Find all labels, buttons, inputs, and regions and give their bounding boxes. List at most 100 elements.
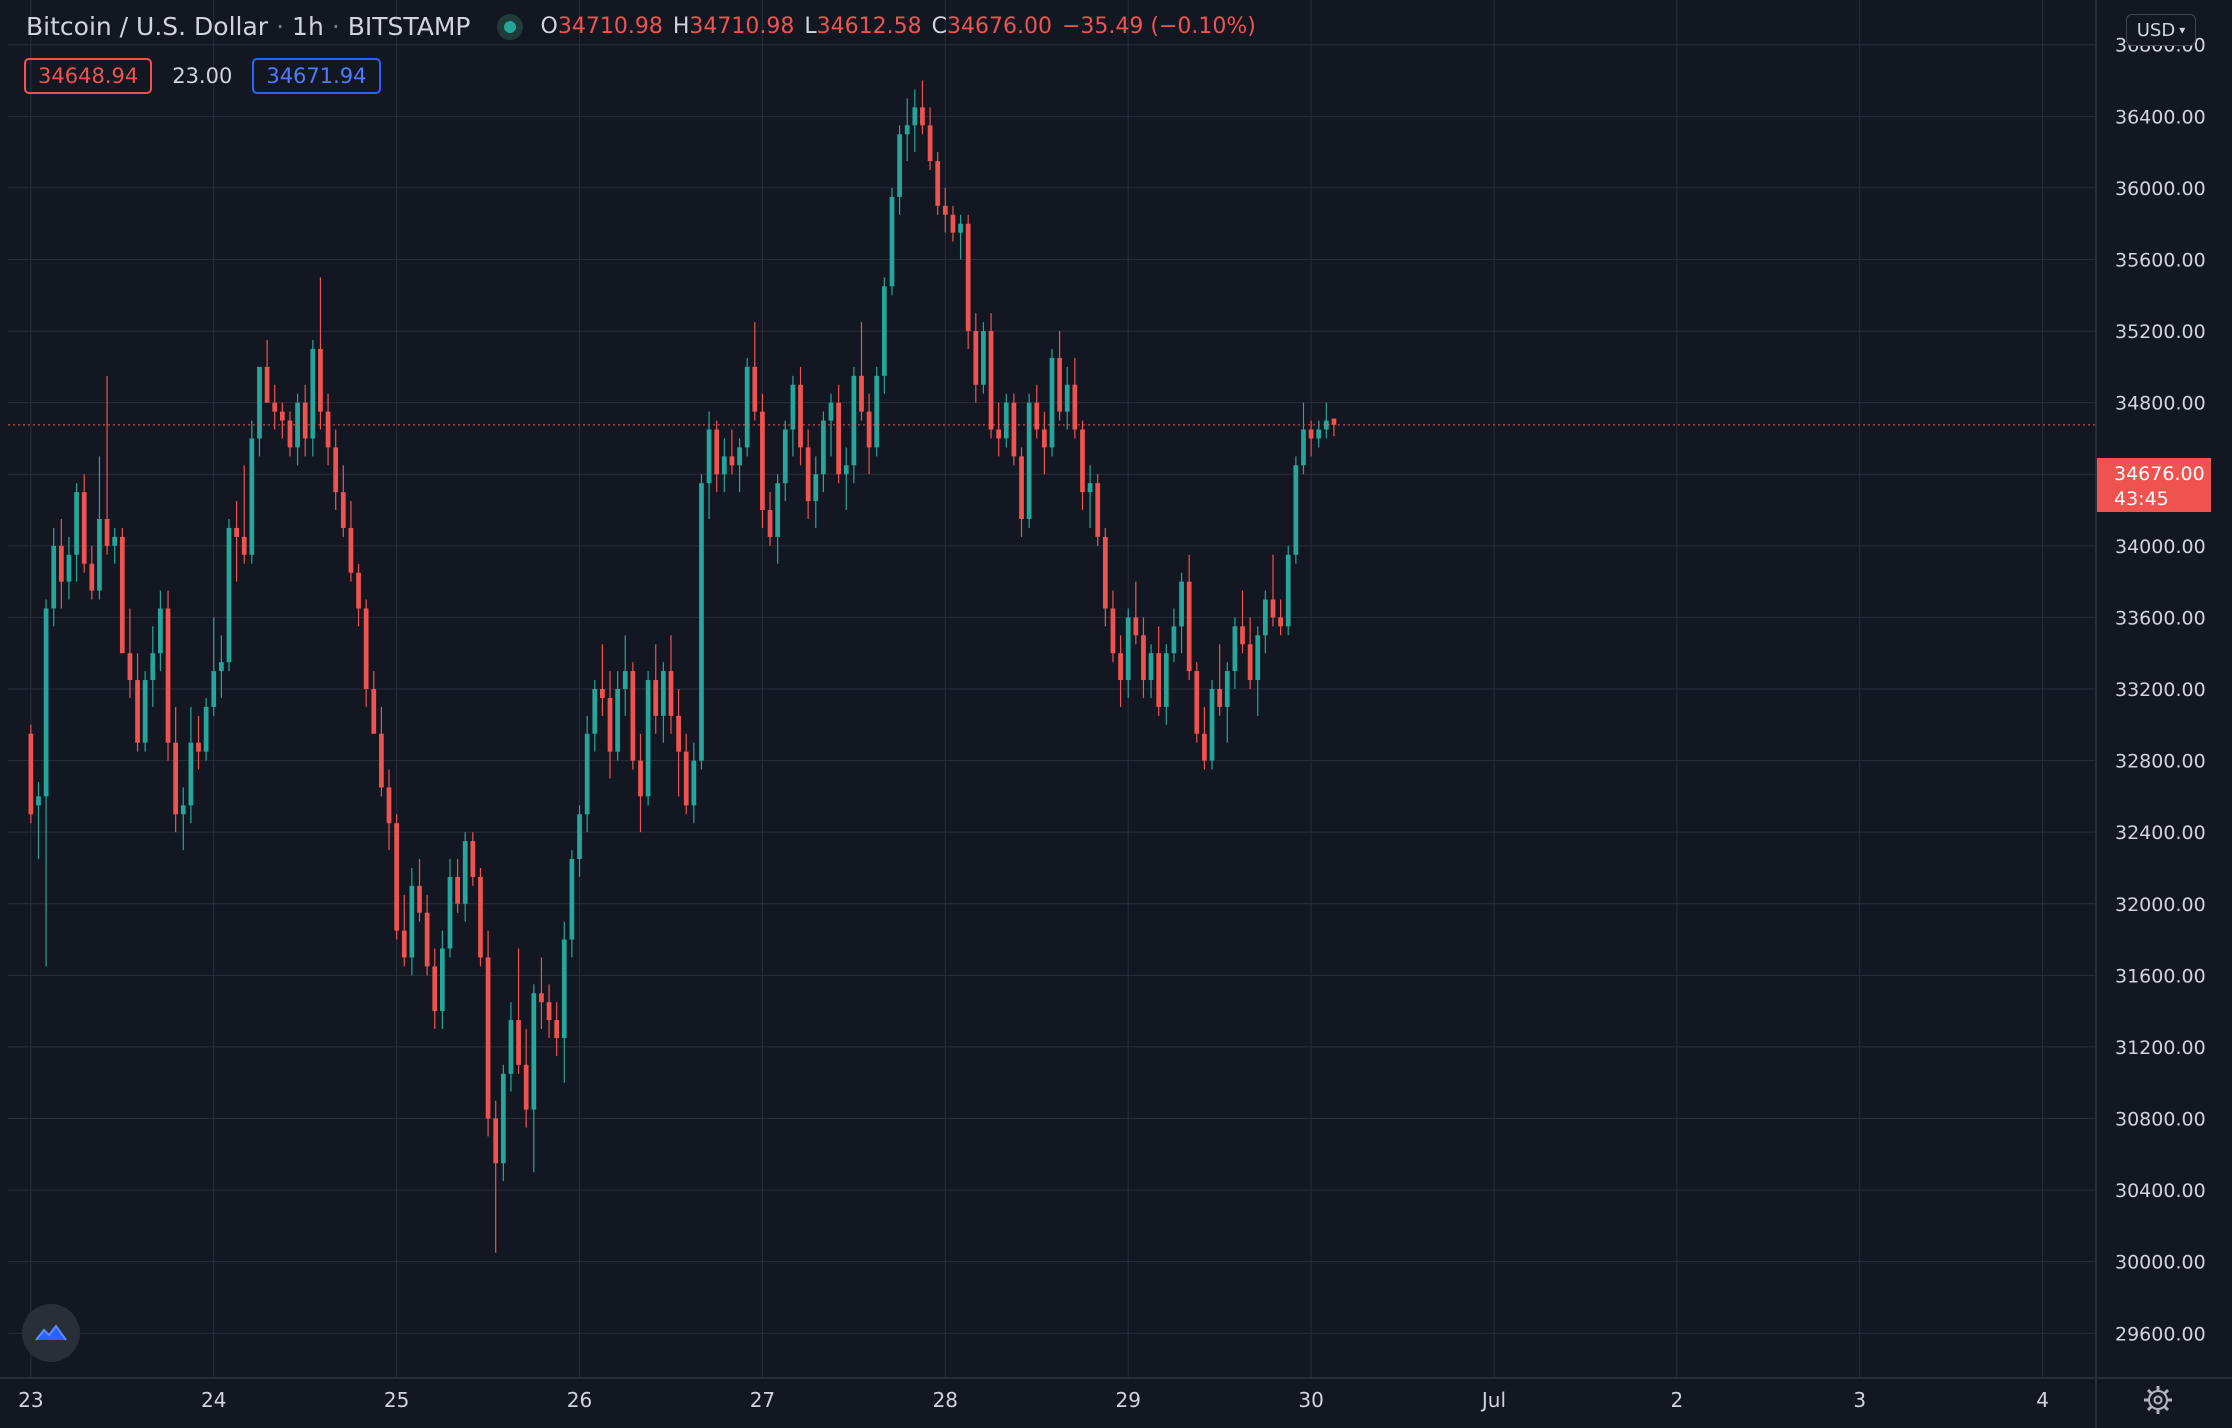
separator-dot: · bbox=[276, 12, 285, 41]
candle-body bbox=[485, 957, 491, 1119]
candle bbox=[1247, 617, 1253, 689]
candle bbox=[51, 527, 57, 627]
candle-body bbox=[356, 572, 361, 609]
candle-body bbox=[363, 608, 369, 689]
candle-body bbox=[843, 465, 849, 475]
candle bbox=[150, 626, 156, 707]
candle-body bbox=[1179, 581, 1184, 627]
candle-body bbox=[645, 680, 651, 797]
candle bbox=[813, 456, 819, 528]
candle-body bbox=[805, 447, 811, 502]
candle bbox=[1202, 706, 1207, 770]
candle bbox=[683, 733, 689, 815]
candle bbox=[478, 867, 483, 967]
time-tick-label: 23 bbox=[18, 1388, 43, 1412]
price-tick-label: 35200.00 bbox=[2115, 321, 2206, 343]
candle-body bbox=[676, 715, 681, 752]
candle bbox=[531, 984, 537, 1173]
candle-body bbox=[622, 671, 628, 689]
candle bbox=[462, 832, 468, 922]
candle bbox=[859, 322, 864, 421]
candle bbox=[211, 617, 217, 716]
candle bbox=[241, 465, 247, 564]
candle bbox=[561, 921, 567, 1083]
symbol-title[interactable]: Bitcoin / U.S. Dollar bbox=[26, 12, 269, 41]
time-tick-label: 30 bbox=[1298, 1388, 1323, 1412]
candle bbox=[310, 340, 316, 457]
candle bbox=[1163, 644, 1169, 725]
market-status-icon[interactable] bbox=[496, 13, 523, 40]
candle-body bbox=[127, 653, 133, 681]
time-axis[interactable]: 23 24 25 26 27 28 29 30 Jul 2 3 4 bbox=[18, 1388, 2049, 1412]
candle-body bbox=[401, 930, 407, 958]
candle-series bbox=[28, 80, 1337, 1253]
candle bbox=[569, 850, 575, 958]
open-value: 34710.98 bbox=[557, 14, 663, 39]
candle bbox=[279, 402, 285, 439]
candle-body bbox=[226, 527, 232, 663]
candle-body bbox=[683, 751, 689, 806]
candle-body bbox=[752, 366, 758, 412]
candle-body bbox=[51, 545, 57, 609]
candle bbox=[790, 375, 796, 457]
candle bbox=[485, 930, 491, 1137]
candle-body bbox=[523, 1064, 529, 1110]
candle bbox=[188, 706, 194, 824]
candle bbox=[1064, 366, 1070, 430]
candle bbox=[74, 483, 79, 582]
candle-body bbox=[744, 366, 750, 448]
candle bbox=[272, 384, 278, 430]
candle bbox=[554, 1002, 560, 1056]
candle-body bbox=[577, 814, 582, 860]
interval-label[interactable]: 1h bbox=[292, 12, 324, 41]
candle-body bbox=[188, 742, 194, 806]
candle-body bbox=[180, 805, 186, 815]
candle bbox=[356, 563, 361, 627]
candle bbox=[607, 671, 613, 779]
currency-button[interactable]: USD ▾ bbox=[2126, 14, 2196, 46]
buy-button[interactable]: 34671.94 bbox=[252, 58, 381, 94]
candle-body bbox=[173, 742, 179, 815]
candle bbox=[920, 80, 925, 135]
candle-body bbox=[1194, 671, 1200, 734]
candle-body bbox=[569, 859, 575, 940]
candle bbox=[1019, 447, 1024, 537]
candle bbox=[1194, 662, 1200, 743]
candle bbox=[447, 859, 453, 958]
time-tick-label: 4 bbox=[2036, 1388, 2049, 1412]
candle-body bbox=[1171, 626, 1177, 654]
tradingview-logo-icon[interactable] bbox=[22, 1304, 80, 1362]
close-label: C bbox=[931, 14, 947, 39]
candle bbox=[645, 671, 651, 806]
candle-body bbox=[531, 993, 537, 1110]
time-tick-label: 25 bbox=[384, 1388, 409, 1412]
candle bbox=[706, 411, 712, 519]
candle-body bbox=[1087, 483, 1093, 493]
candle bbox=[577, 805, 582, 877]
candle-body bbox=[462, 841, 468, 904]
candle bbox=[1263, 590, 1268, 654]
candle bbox=[1102, 527, 1108, 627]
candle-body bbox=[470, 841, 476, 877]
high-label: H bbox=[672, 14, 690, 39]
price-tick-label: 29600.00 bbox=[2115, 1323, 2206, 1345]
candle-body bbox=[158, 608, 163, 654]
candle-body bbox=[1285, 554, 1291, 627]
candle bbox=[622, 635, 628, 716]
candle-body bbox=[988, 331, 994, 430]
price-tick-label: 31200.00 bbox=[2115, 1037, 2206, 1059]
candle-body bbox=[1331, 418, 1337, 425]
candle bbox=[1331, 418, 1337, 437]
candle bbox=[1125, 608, 1131, 698]
sell-button[interactable]: 34648.94 bbox=[24, 58, 153, 94]
candle bbox=[630, 662, 636, 770]
settings-gear-icon[interactable] bbox=[2143, 1385, 2173, 1415]
price-axis[interactable]: 29600.00 30000.00 30400.00 30800.00 31200.00… bbox=[2115, 35, 2206, 1346]
candle-body bbox=[318, 348, 323, 412]
candle-body bbox=[432, 966, 438, 1012]
candle-body bbox=[150, 653, 156, 681]
price-tick-label: 34800.00 bbox=[2115, 393, 2206, 415]
candle bbox=[653, 644, 659, 734]
